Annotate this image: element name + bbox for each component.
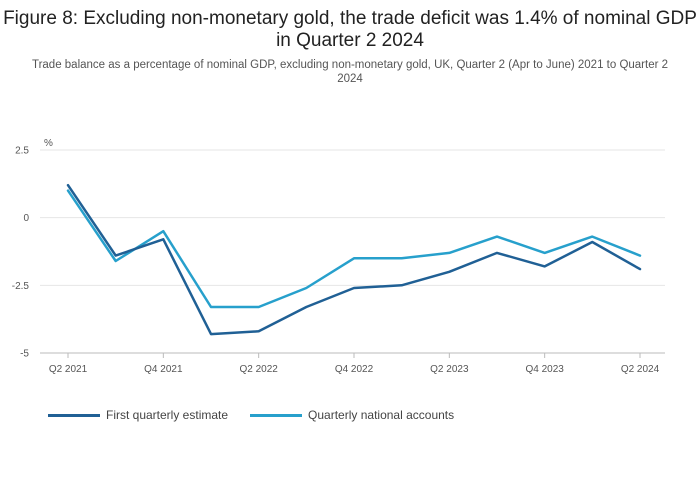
legend-label-qna: Quarterly national accounts [308, 408, 455, 422]
series-line-first-estimate [66, 183, 642, 336]
series-line-qna [66, 189, 642, 309]
x-tick-label: Q4 2023 [525, 364, 564, 375]
chart-title: Figure 8: Excluding non-monetary gold, t… [3, 8, 697, 51]
y-tick-label: -2.5 [12, 281, 30, 292]
x-tick-label: Q4 2022 [335, 364, 374, 375]
x-tick-label: Q2 2021 [49, 364, 88, 375]
legend-swatch-qna [250, 413, 303, 417]
y-axis-unit: % [44, 138, 53, 149]
line-chart: 2.5 0 -2.5 -5% Q2 2021 Q4 2021 Q2 2022 Q4 2022 Q… [12, 138, 665, 375]
legend-item-qna[interactable]: Quarterly national accounts [250, 408, 454, 422]
x-tick-label: Q2 2022 [239, 364, 278, 375]
y-tick-label: 2.5 [15, 146, 29, 157]
x-tick-label: Q2 2024 [621, 364, 660, 375]
legend-swatch-first-estimate [48, 413, 100, 417]
x-tick-label: Q4 2021 [144, 364, 183, 375]
x-tick-label: Q2 2023 [430, 364, 469, 375]
legend-label-first-estimate: First quarterly estimate [106, 408, 229, 422]
chart-legend: First quarterly estimate Quarterly natio… [48, 408, 454, 422]
legend-item-first-estimate[interactable]: First quarterly estimate [48, 408, 228, 422]
y-tick-label: -5 [20, 349, 29, 360]
chart-subtitle: Trade balance as a percentage of nominal… [31, 59, 669, 85]
y-tick-label: 0 [23, 213, 29, 224]
